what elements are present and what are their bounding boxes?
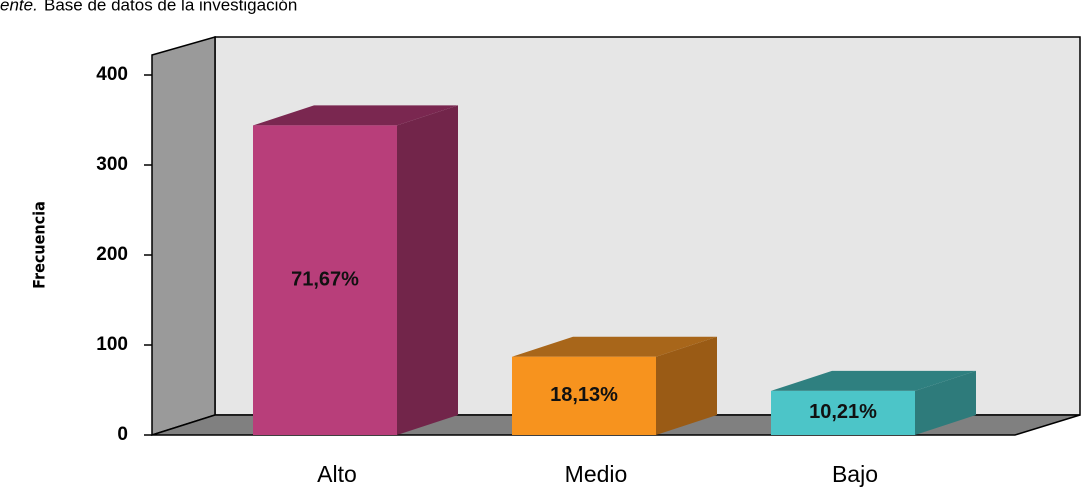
x-tick-label: Bajo [832, 461, 878, 487]
y-tick-label: 200 [96, 244, 128, 265]
left-wall [151, 36, 216, 437]
x-tick-label: Alto [317, 461, 357, 487]
y-axis-label: Frecuencia [30, 201, 49, 289]
x-tick-label: Medio [565, 461, 628, 487]
source: Base de datos de la investigación [44, 0, 297, 14]
bar [253, 125, 397, 436]
y-tick-label: 300 [96, 154, 128, 175]
bar [512, 356, 656, 435]
bar-side [397, 105, 458, 436]
bar-side [656, 336, 717, 435]
bar-top [771, 370, 976, 391]
bar [771, 390, 915, 435]
y-tick-label: 400 [96, 64, 128, 85]
bar-label: 18,13% [550, 384, 618, 406]
y-tick-label: 0 [117, 424, 128, 445]
bar-top [512, 336, 717, 357]
bar-side [915, 370, 976, 435]
source-prefix: ente. [0, 0, 38, 14]
bar-label: 71,67% [291, 268, 359, 290]
y-tick-label: 100 [96, 334, 128, 355]
bar-top [253, 105, 458, 126]
bar-label: 10,21% [809, 401, 877, 423]
